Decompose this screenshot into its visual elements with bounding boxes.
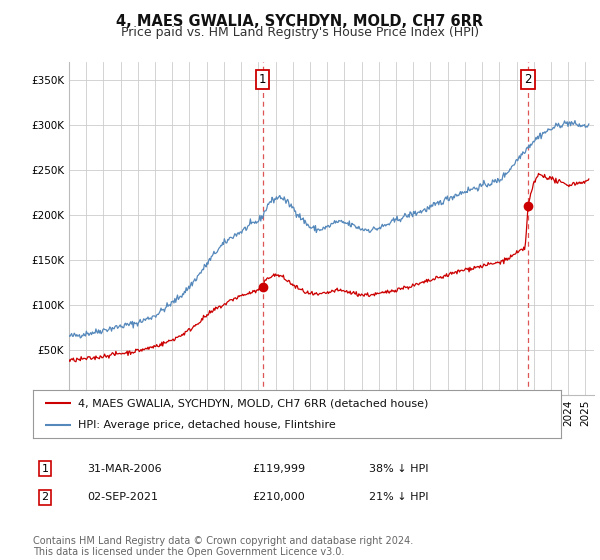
Text: 1: 1 xyxy=(259,73,266,86)
Text: Price paid vs. HM Land Registry's House Price Index (HPI): Price paid vs. HM Land Registry's House … xyxy=(121,26,479,39)
Text: 4, MAES GWALIA, SYCHDYN, MOLD, CH7 6RR: 4, MAES GWALIA, SYCHDYN, MOLD, CH7 6RR xyxy=(116,14,484,29)
Text: £119,999: £119,999 xyxy=(252,464,305,474)
Text: 31-MAR-2006: 31-MAR-2006 xyxy=(87,464,161,474)
Text: 38% ↓ HPI: 38% ↓ HPI xyxy=(369,464,428,474)
Text: Contains HM Land Registry data © Crown copyright and database right 2024.
This d: Contains HM Land Registry data © Crown c… xyxy=(33,535,413,557)
Text: 4, MAES GWALIA, SYCHDYN, MOLD, CH7 6RR (detached house): 4, MAES GWALIA, SYCHDYN, MOLD, CH7 6RR (… xyxy=(78,398,428,408)
Text: £210,000: £210,000 xyxy=(252,492,305,502)
Text: 02-SEP-2021: 02-SEP-2021 xyxy=(87,492,158,502)
Text: HPI: Average price, detached house, Flintshire: HPI: Average price, detached house, Flin… xyxy=(78,420,335,430)
Text: 21% ↓ HPI: 21% ↓ HPI xyxy=(369,492,428,502)
Text: 2: 2 xyxy=(524,73,532,86)
Text: 2: 2 xyxy=(41,492,49,502)
Text: 1: 1 xyxy=(41,464,49,474)
